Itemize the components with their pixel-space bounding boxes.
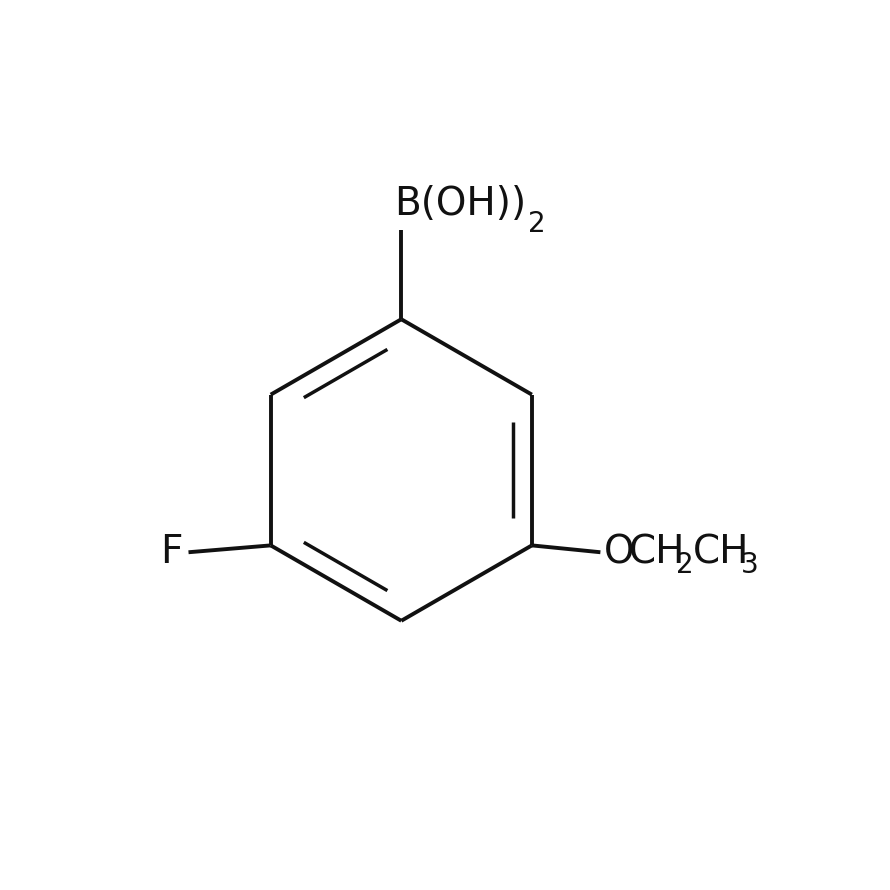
Text: 2: 2 [676, 551, 694, 578]
Text: 3: 3 [740, 551, 758, 578]
Text: O: O [603, 533, 635, 571]
Text: ): ) [511, 185, 526, 223]
Text: B(OH): B(OH) [394, 185, 512, 223]
Text: F: F [160, 533, 183, 571]
Text: CH: CH [693, 533, 749, 571]
Text: 2: 2 [528, 210, 546, 239]
Text: CH: CH [628, 533, 685, 571]
